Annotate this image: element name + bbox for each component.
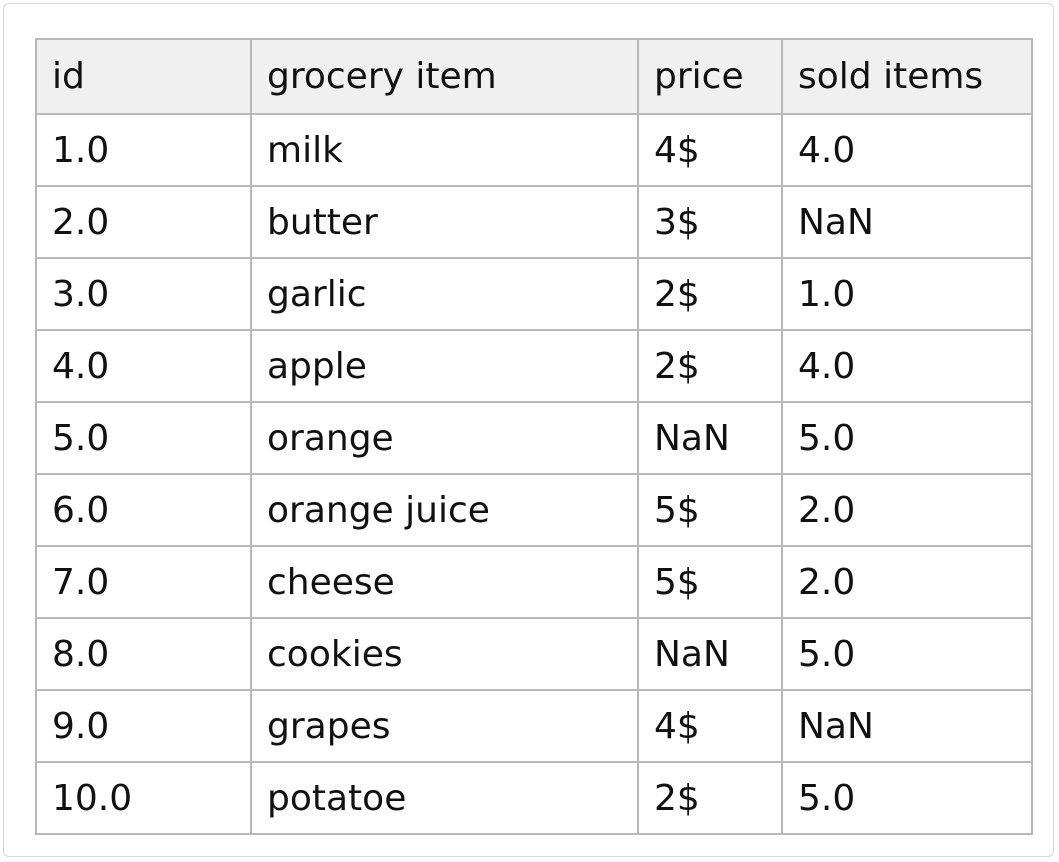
column-header-id: id	[35, 38, 252, 115]
cell-price: 4$	[637, 113, 783, 187]
grocery-table: id grocery item price sold items 1.0 mil…	[35, 38, 1033, 835]
cell-id: 7.0	[35, 545, 252, 619]
table-row: 4.0 apple 2$ 4.0	[35, 329, 1033, 403]
cell-id: 6.0	[35, 473, 252, 547]
cell-id: 8.0	[35, 617, 252, 691]
cell-grocery-item: cookies	[250, 617, 639, 691]
cell-grocery-item: garlic	[250, 257, 639, 331]
table-row: 10.0 potatoe 2$ 5.0	[35, 761, 1033, 835]
cell-sold-items: 2.0	[781, 473, 1033, 547]
cell-sold-items: 2.0	[781, 545, 1033, 619]
table-panel: id grocery item price sold items 1.0 mil…	[3, 3, 1054, 857]
cell-id: 10.0	[35, 761, 252, 835]
cell-grocery-item: potatoe	[250, 761, 639, 835]
cell-id: 2.0	[35, 185, 252, 259]
cell-grocery-item: milk	[250, 113, 639, 187]
cell-id: 1.0	[35, 113, 252, 187]
table-row: 1.0 milk 4$ 4.0	[35, 113, 1033, 187]
cell-price: 3$	[637, 185, 783, 259]
table-header-row: id grocery item price sold items	[35, 38, 1033, 115]
cell-sold-items: 1.0	[781, 257, 1033, 331]
cell-id: 9.0	[35, 689, 252, 763]
cell-id: 3.0	[35, 257, 252, 331]
table-row: 2.0 butter 3$ NaN	[35, 185, 1033, 259]
table-row: 6.0 orange juice 5$ 2.0	[35, 473, 1033, 547]
cell-sold-items: 5.0	[781, 761, 1033, 835]
table-row: 5.0 orange NaN 5.0	[35, 401, 1033, 475]
cell-price: 5$	[637, 545, 783, 619]
cell-grocery-item: grapes	[250, 689, 639, 763]
cell-grocery-item: apple	[250, 329, 639, 403]
cell-price: 4$	[637, 689, 783, 763]
table-row: 7.0 cheese 5$ 2.0	[35, 545, 1033, 619]
cell-sold-items: 5.0	[781, 617, 1033, 691]
cell-sold-items: 4.0	[781, 329, 1033, 403]
cell-price: NaN	[637, 401, 783, 475]
cell-price: 2$	[637, 761, 783, 835]
cell-id: 5.0	[35, 401, 252, 475]
cell-sold-items: NaN	[781, 689, 1033, 763]
cell-id: 4.0	[35, 329, 252, 403]
column-header-grocery-item: grocery item	[250, 38, 639, 115]
table-row: 8.0 cookies NaN 5.0	[35, 617, 1033, 691]
table-row: 3.0 garlic 2$ 1.0	[35, 257, 1033, 331]
cell-price: NaN	[637, 617, 783, 691]
cell-sold-items: NaN	[781, 185, 1033, 259]
table-row: 9.0 grapes 4$ NaN	[35, 689, 1033, 763]
cell-sold-items: 4.0	[781, 113, 1033, 187]
column-header-price: price	[637, 38, 783, 115]
cell-grocery-item: cheese	[250, 545, 639, 619]
cell-price: 5$	[637, 473, 783, 547]
cell-price: 2$	[637, 329, 783, 403]
column-header-sold-items: sold items	[781, 38, 1033, 115]
cell-price: 2$	[637, 257, 783, 331]
cell-grocery-item: orange	[250, 401, 639, 475]
cell-grocery-item: orange juice	[250, 473, 639, 547]
cell-sold-items: 5.0	[781, 401, 1033, 475]
cell-grocery-item: butter	[250, 185, 639, 259]
